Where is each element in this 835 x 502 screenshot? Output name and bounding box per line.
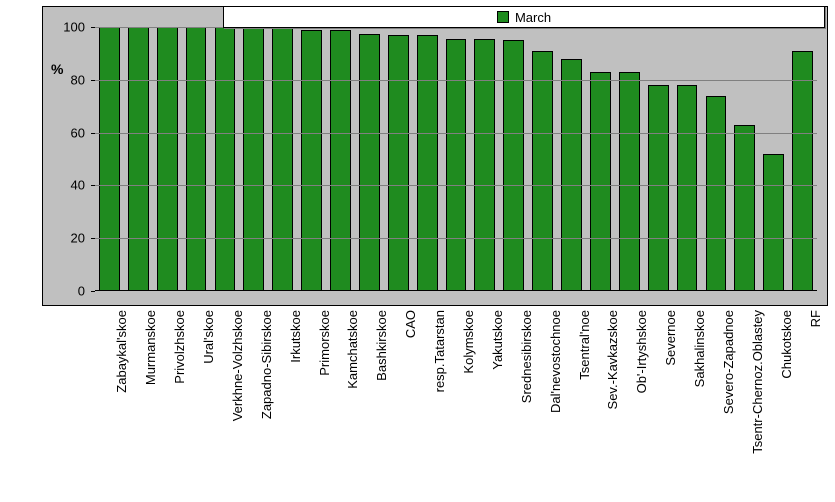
x-tick-label: Verkhne-Volzhskoe (230, 310, 245, 421)
bar (417, 35, 438, 291)
x-tick-label: Kamchatskoe (345, 310, 360, 389)
x-tick-label: Severo-Zapadnoe (721, 310, 736, 414)
x-tick-label: Tsentral'noe (577, 310, 592, 380)
gridline (95, 185, 817, 186)
x-axis-line (95, 290, 817, 291)
bar (99, 27, 120, 291)
x-tick-label: Zabaykal'skoe (114, 310, 129, 393)
bar (561, 59, 582, 291)
bar (243, 27, 264, 291)
legend: March (223, 6, 825, 28)
y-tick-mark (91, 291, 95, 292)
legend-swatch (497, 11, 509, 23)
x-tick-label: Privolzhskoe (172, 310, 187, 384)
bar (792, 51, 813, 291)
x-tick-label: Zapadno-Sibirskoe (259, 310, 274, 419)
x-tick-label: Tsentr-Chernoz.Oblastey (750, 310, 765, 454)
bar-chart: March 0 20 40 60 80 100 % Zabaykal'skoe Murman… (0, 0, 835, 502)
x-tick-label: Bashkirskoe (374, 310, 389, 381)
bar (474, 39, 495, 291)
bar (446, 39, 467, 291)
x-tick-label: Kolymskoe (461, 310, 476, 374)
bar (590, 72, 611, 291)
bar (734, 125, 755, 291)
bar (330, 30, 351, 291)
bar (648, 85, 669, 291)
bar (186, 27, 207, 291)
bar (503, 40, 524, 291)
x-tick-label: CAO (403, 310, 418, 338)
x-tick-label: Severnoe (663, 310, 678, 366)
y-tick-label: 20 (71, 231, 85, 246)
bar (215, 27, 236, 291)
x-tick-label: resp.Tatarstan (432, 310, 447, 392)
y-tick-label: 80 (71, 72, 85, 87)
bar (388, 35, 409, 291)
x-tick-label: Ural'skoe (201, 310, 216, 364)
gridline (95, 133, 817, 134)
gridline (95, 238, 817, 239)
x-tick-label: Chukotskoe (779, 310, 794, 379)
y-tick-mark (91, 27, 95, 28)
y-tick-mark (91, 185, 95, 186)
x-tick-label: RF (808, 310, 823, 327)
x-tick-label: Ob'-Irtyshskoe (634, 310, 649, 393)
x-tick-label: Yakutskoe (490, 310, 505, 370)
legend-label: March (515, 10, 551, 25)
bar (532, 51, 553, 291)
y-tick-label: 0 (78, 284, 85, 299)
y-tick-mark (91, 238, 95, 239)
y-tick-label: 100 (63, 20, 85, 35)
x-tick-label: Sev.-Kavkazskoe (605, 310, 620, 409)
plot-area: March 0 20 40 60 80 100 % (42, 6, 828, 306)
y-tick-label: 40 (71, 178, 85, 193)
y-tick-mark (91, 133, 95, 134)
y-tick-label: 60 (71, 125, 85, 140)
x-tick-label: Murmanskoe (143, 310, 158, 385)
x-tick-label: Primorskoe (317, 310, 332, 376)
x-tick-label: Sakhalinskoe (692, 310, 707, 387)
bar (128, 27, 149, 291)
y-tick-mark (91, 80, 95, 81)
gridline (95, 80, 817, 81)
y-axis-label: % (51, 61, 63, 77)
x-tick-label: Srednesibirskoe (519, 310, 534, 403)
bar (706, 96, 727, 291)
bar (619, 72, 640, 291)
bar (301, 30, 322, 291)
bar (763, 154, 784, 291)
x-axis-labels: Zabaykal'skoe Murmanskoe Privolzhskoe Ural'… (94, 310, 816, 500)
bars (95, 27, 817, 291)
bar (157, 27, 178, 291)
x-tick-label: Irkutskoe (288, 310, 303, 363)
bar (677, 85, 698, 291)
bar (272, 27, 293, 291)
plot-inner (95, 27, 817, 291)
x-tick-label: Dal'nevostochnoe (548, 310, 563, 413)
bar (359, 34, 380, 291)
y-axis-ticks: 020406080100 (43, 27, 89, 291)
